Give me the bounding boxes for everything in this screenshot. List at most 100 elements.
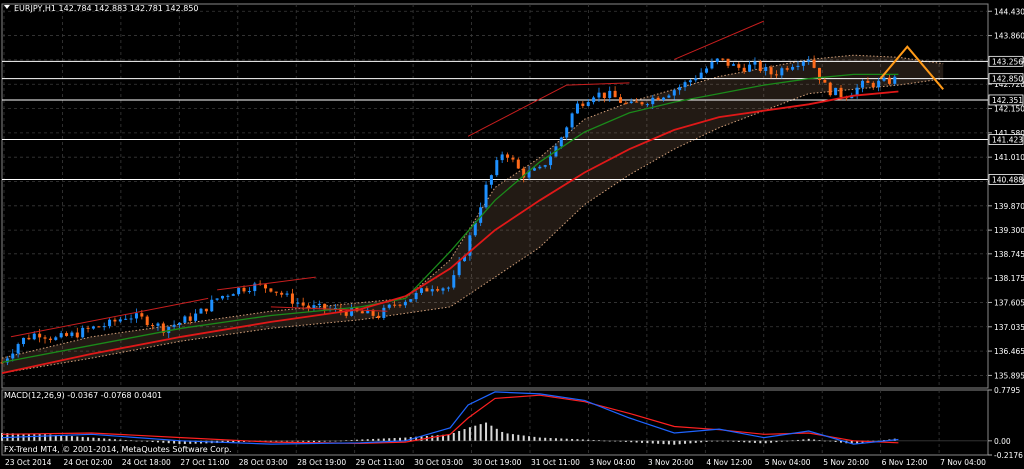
macd-histogram-bar [667, 440, 670, 445]
candle-body [140, 313, 144, 317]
time-tick-label: 6 Nov 12:00 [882, 458, 928, 467]
candle-body [188, 316, 192, 321]
candle-body [264, 284, 268, 289]
candle-body [726, 58, 730, 66]
time-tick-label: 5 Nov 04:00 [765, 458, 811, 467]
candle-body [581, 103, 585, 106]
macd-histogram-bar [748, 440, 751, 443]
candle-body [565, 127, 569, 138]
candle-body [91, 326, 95, 329]
macd-histogram-bar [710, 440, 713, 442]
macd-histogram-bar [162, 440, 165, 443]
candle-body [656, 97, 660, 101]
candle-body [527, 170, 531, 178]
macd-histogram-bar [318, 440, 321, 442]
macd-histogram-bar [237, 440, 240, 443]
candle-body [285, 293, 289, 295]
price-level-tag [988, 73, 1024, 85]
macd-histogram-bar [705, 440, 708, 442]
candle-body [705, 68, 709, 73]
macd-histogram-bar [60, 435, 63, 441]
candle-body [672, 90, 676, 96]
candle-body [156, 323, 160, 326]
macd-histogram-bar [452, 432, 455, 441]
macd-tick-label: 0.00 [994, 437, 1011, 446]
price-level-label: 142.850 [992, 75, 1023, 84]
price-tick-label: 141.580 [994, 129, 1024, 138]
macd-histogram-bar [442, 434, 445, 441]
candle-body [570, 113, 574, 128]
candle-body [710, 61, 714, 69]
macd-histogram-bar [296, 440, 299, 442]
candle-body [452, 275, 456, 288]
candle-body [823, 79, 827, 83]
candle-body [694, 78, 698, 81]
candle-body [382, 307, 386, 318]
price-tick-label: 135.895 [994, 371, 1024, 380]
candle-body [812, 59, 816, 68]
candle-body [893, 76, 897, 84]
trendline[interactable] [10, 297, 209, 338]
candle-body [237, 287, 241, 295]
trendline[interactable] [566, 82, 630, 86]
macd-histogram-bar [861, 440, 864, 443]
macd-histogram-bar [173, 440, 176, 444]
macd-histogram-bar [700, 440, 703, 443]
trendline[interactable] [674, 20, 765, 60]
macd-histogram-bar [495, 428, 498, 441]
macd-panel-border [1, 389, 989, 456]
time-tick-label: 30 Oct 03:00 [414, 458, 463, 467]
candle-body [177, 322, 181, 325]
candle-body [516, 159, 520, 169]
macd-histogram-bar [302, 440, 305, 442]
candle-body [785, 68, 789, 70]
macd-histogram-bar [641, 440, 644, 443]
trendline[interactable] [270, 306, 388, 312]
candle-body [748, 64, 752, 72]
candle-body [667, 95, 671, 98]
copyright-label: FX-Trend MT4, © 2001-2014, MetaQuotes So… [4, 445, 232, 454]
candle-body [16, 344, 20, 354]
macd-histogram-bar [178, 440, 181, 444]
macd-histogram-bar [651, 440, 654, 444]
macd-histogram-bar [167, 440, 170, 444]
candle-body [102, 326, 106, 328]
macd-histogram-bar [189, 440, 192, 444]
macd-histogram-bar [597, 440, 600, 441]
candle-body [151, 325, 155, 327]
candle-body [366, 309, 370, 314]
candle-body [635, 101, 639, 103]
candle-body [753, 61, 757, 65]
candle-body [769, 67, 773, 75]
macd-histogram-bar [312, 440, 315, 443]
macd-histogram-bar [372, 438, 375, 441]
macd-histogram-bar [226, 440, 229, 443]
time-tick-label: 27 Oct 11:00 [180, 458, 229, 467]
trendline[interactable] [467, 84, 567, 137]
price-tick-label: 143.860 [994, 32, 1024, 41]
macd-histogram-bar [97, 438, 100, 441]
candle-body [446, 287, 450, 289]
macd-histogram-bar [27, 433, 30, 441]
macd-histogram-bar [291, 440, 294, 442]
candle-body [807, 59, 811, 62]
price-level-label: 142.351 [992, 96, 1023, 105]
candle-body [172, 324, 176, 327]
candle-body [97, 326, 101, 328]
candle-body [113, 319, 117, 322]
candle-body [226, 295, 230, 297]
macd-histogram-bar [791, 440, 794, 442]
candle-body [791, 66, 795, 70]
macd-histogram-bar [87, 437, 90, 441]
chart-menu-icon[interactable] [4, 5, 10, 9]
price-tick-label: 144.430 [994, 7, 1024, 16]
macd-histogram-bar [280, 440, 283, 442]
candle-body [167, 326, 171, 333]
candle-body [221, 295, 225, 299]
candle-body [65, 333, 69, 336]
candle-body [629, 101, 633, 104]
macd-histogram-bar [646, 440, 649, 444]
macd-histogram-bar [678, 440, 681, 445]
trendline[interactable] [217, 276, 316, 291]
